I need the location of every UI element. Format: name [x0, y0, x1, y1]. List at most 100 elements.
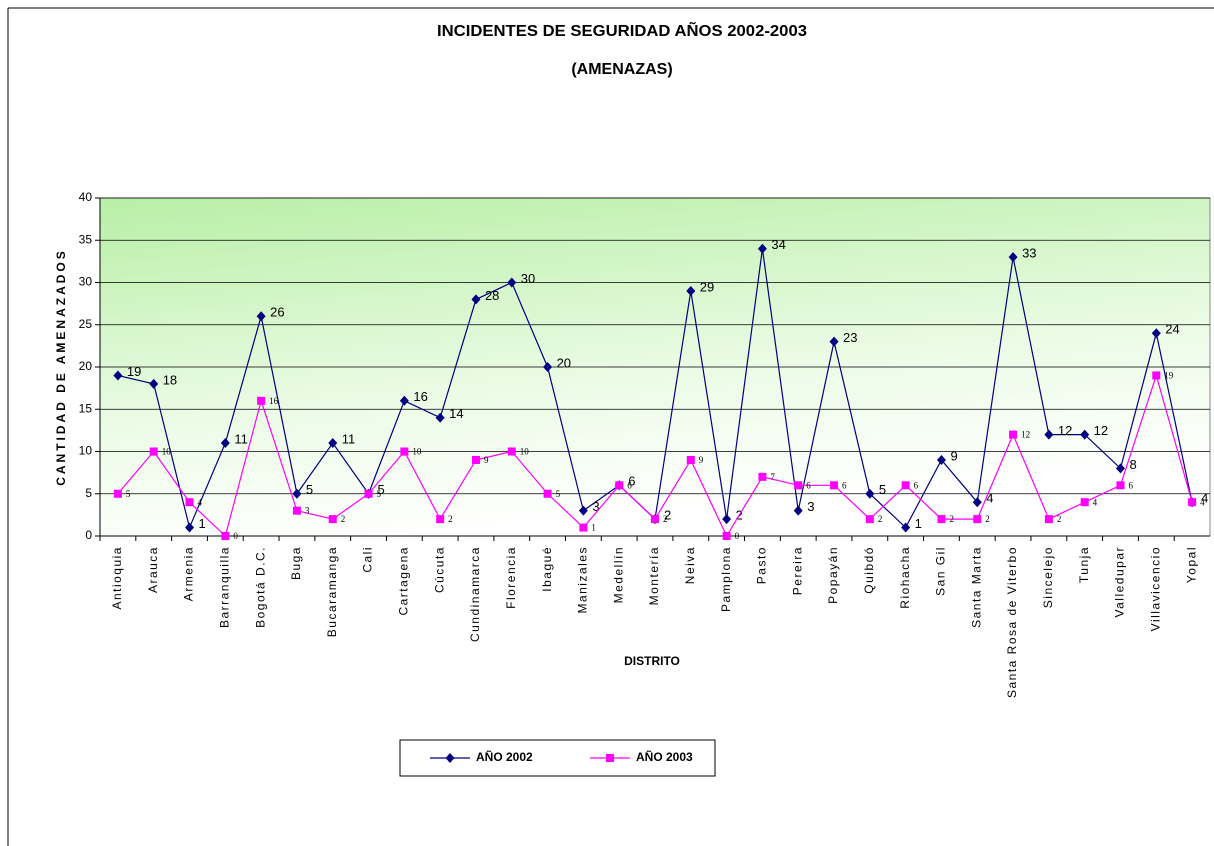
- x-tick-label: Santa Rosa de Viterbo: [1005, 546, 1019, 698]
- data-label: 1: [199, 516, 206, 531]
- data-label: 8: [1129, 457, 1136, 472]
- legend-marker: [606, 754, 614, 762]
- data-point: [221, 532, 230, 540]
- x-tick-label: Florencia: [504, 546, 518, 609]
- data-label: 5: [556, 489, 561, 499]
- data-label: 5: [306, 482, 313, 497]
- x-tick-label: Ibagué: [540, 546, 554, 592]
- y-tick-label: 40: [79, 190, 93, 204]
- data-label: 29: [700, 279, 714, 294]
- data-label: 2: [663, 514, 668, 524]
- data-point: [220, 438, 230, 449]
- data-point: [1044, 429, 1054, 440]
- data-label: 3: [807, 499, 814, 514]
- data-label: 1: [591, 523, 596, 533]
- x-tick-label: Neiva: [683, 546, 697, 584]
- data-label: 9: [484, 455, 489, 465]
- chart-subtitle: (AMENAZAS): [571, 61, 672, 78]
- data-label: 9: [950, 448, 957, 463]
- data-point: [257, 396, 266, 405]
- data-point: [185, 522, 195, 533]
- legend-label: AÑO 2002: [476, 749, 533, 764]
- data-label: 2: [878, 514, 883, 524]
- data-point: [1008, 252, 1018, 263]
- data-label: 3: [305, 506, 310, 516]
- x-tick-label: Cúcuta: [432, 546, 446, 593]
- x-tick-label: Cundinamarca: [468, 546, 482, 642]
- data-label: 2: [949, 514, 954, 524]
- x-tick-label: Arauca: [146, 546, 160, 593]
- data-point: [579, 523, 588, 532]
- y-tick-label: 30: [79, 275, 93, 289]
- data-point: [1044, 515, 1053, 524]
- data-label: 16: [413, 389, 427, 404]
- data-point: [364, 489, 373, 498]
- data-point: [758, 472, 767, 481]
- legend-marker: [445, 753, 455, 763]
- x-tick-label: Tunja: [1077, 546, 1091, 583]
- data-label: 2: [985, 514, 990, 524]
- x-tick-label: Buga: [289, 546, 303, 580]
- data-point: [149, 447, 158, 456]
- x-tick-label: Montería: [647, 546, 661, 605]
- data-point: [436, 515, 445, 524]
- data-point: [901, 522, 911, 533]
- x-tick-label: Sincelejo: [1041, 546, 1055, 608]
- data-point: [972, 497, 982, 508]
- x-tick-label: Yopal: [1184, 546, 1198, 583]
- y-tick-label: 25: [79, 317, 93, 331]
- data-label: 26: [270, 305, 284, 320]
- data-label: 6: [914, 480, 919, 490]
- data-label: 33: [1022, 246, 1036, 261]
- data-label: 11: [234, 431, 248, 446]
- data-point: [865, 488, 875, 499]
- data-point: [328, 515, 337, 524]
- data-point: [113, 489, 122, 498]
- x-tick-label: Pasto: [755, 546, 769, 584]
- data-label: 3: [592, 499, 599, 514]
- data-label: 7: [770, 472, 775, 482]
- data-label: 2: [664, 508, 671, 523]
- x-tick-label: Pamplona: [719, 546, 733, 612]
- y-tick-label: 0: [85, 528, 92, 542]
- data-point: [686, 455, 695, 464]
- x-tick-label: Villavicencio: [1148, 546, 1162, 631]
- data-label: 24: [1165, 322, 1179, 337]
- data-point: [149, 378, 159, 389]
- data-label: 12: [1021, 430, 1030, 440]
- data-point: [936, 454, 946, 465]
- data-label: 10: [162, 447, 172, 457]
- data-point: [651, 515, 659, 524]
- data-label: 4: [1093, 497, 1098, 507]
- x-tick-label: Armenia: [182, 546, 196, 601]
- data-label: 4: [1200, 497, 1205, 507]
- data-label: 4: [1201, 491, 1208, 506]
- data-label: 2: [341, 514, 346, 524]
- data-label: 10: [520, 447, 530, 457]
- data-label: 4: [986, 491, 993, 506]
- data-label: 30: [521, 271, 535, 286]
- data-label: 19: [127, 364, 141, 379]
- x-tick-label: San Gil: [934, 546, 948, 596]
- data-label: 6: [628, 474, 635, 489]
- x-tick-label: Cali: [361, 546, 375, 573]
- data-point: [1188, 498, 1197, 507]
- data-label: 5: [126, 489, 131, 499]
- data-label: 2: [1057, 514, 1062, 524]
- data-point: [686, 285, 696, 296]
- data-label: 6: [806, 480, 811, 490]
- data-point: [328, 438, 338, 449]
- data-label: 5: [377, 489, 382, 499]
- data-point: [793, 505, 803, 516]
- data-point: [507, 277, 517, 288]
- data-label: 6: [627, 480, 632, 490]
- x-tick-label: Bogotá D.C.: [253, 546, 267, 628]
- data-label: 5: [879, 482, 886, 497]
- data-point: [471, 455, 480, 464]
- data-label: 0: [233, 531, 238, 541]
- y-tick-label: 5: [85, 486, 92, 500]
- data-label: 1: [915, 516, 922, 531]
- data-point: [829, 336, 839, 347]
